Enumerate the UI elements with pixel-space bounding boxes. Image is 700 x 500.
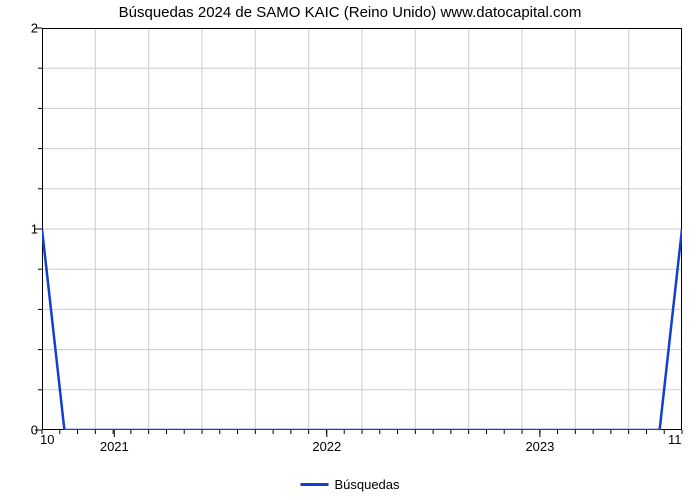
x-tick-label: 2022 — [312, 439, 341, 454]
plot-svg — [42, 28, 682, 430]
x-tick-label: 2023 — [525, 439, 554, 454]
y-tick-label: 2 — [8, 21, 38, 36]
legend-label: Búsquedas — [334, 477, 399, 492]
right-axis-attached-label: 11 — [668, 432, 682, 447]
legend-swatch — [300, 483, 328, 486]
plot-area — [42, 28, 682, 430]
chart-container: Búsquedas 2024 de SAMO KAIC (Reino Unido… — [0, 0, 700, 500]
chart-title: Búsquedas 2024 de SAMO KAIC (Reino Unido… — [0, 4, 700, 21]
left-axis-attached-label: 10 — [40, 432, 54, 447]
legend: Búsquedas — [300, 477, 399, 492]
y-tick-label: 1 — [8, 222, 38, 237]
x-tick-label: 2021 — [100, 439, 129, 454]
y-tick-label: 0 — [8, 423, 38, 438]
